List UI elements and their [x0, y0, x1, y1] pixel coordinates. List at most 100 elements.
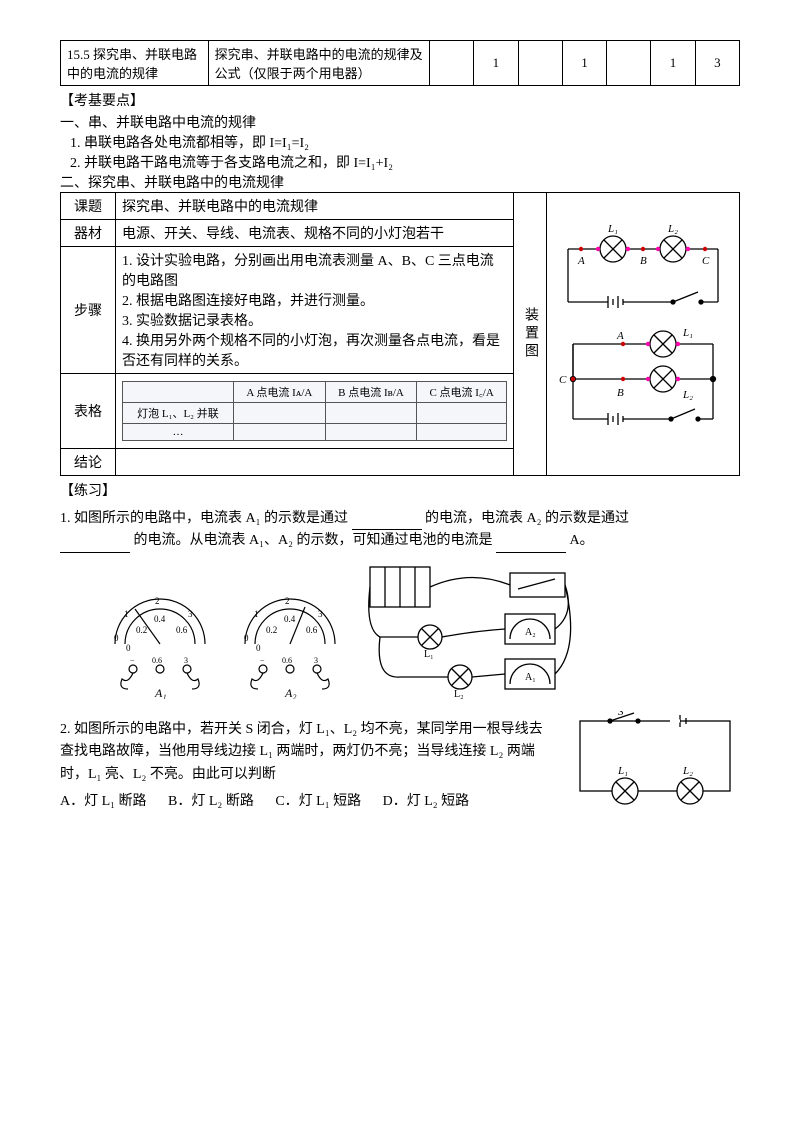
q1-text-c: 的电流。从电流表 A₁、A₂ 的示数，可知通过电池的电流是: [134, 533, 493, 548]
svg-text:L₁: L₁: [424, 649, 434, 660]
q1-circuit-icon: A₂ A₁ L₁ L₂: [360, 559, 590, 699]
svg-text:0: 0: [244, 633, 249, 643]
header-c4: 1: [562, 41, 606, 86]
svg-text:B: B: [617, 387, 624, 399]
row-conclusion-label: 结论: [61, 449, 116, 476]
inner-h0: [123, 382, 234, 403]
q1-blank1: [352, 516, 422, 530]
svg-text:S: S: [618, 711, 624, 718]
ammeter-a2-icon: 0123 00.20.40.6 −0.63 A₂: [230, 589, 350, 699]
header-table: 15.5 探究串、并联电路中的电流的规律 探究串、并联电路中的电流的规律及公式（…: [60, 40, 740, 86]
row-topic-label: 课题: [61, 193, 116, 220]
question2-wrap: 2. 如图所示的电路中，若开关 S 闭合，灯 L₁、L₂ 均不亮，某同学用一根导…: [60, 711, 740, 811]
svg-text:0: 0: [126, 643, 131, 653]
q2-options: A．灯 L₁ 断路 B．灯 L₂ 断路 C．灯 L₁ 短路 D．灯 L₂ 短路: [60, 790, 552, 810]
data-record-table: A 点电流 Iᴀ/A B 点电流 Iʙ/A C 点电流 I꜀/A 灯泡 L₁、L…: [122, 381, 507, 441]
q2-optD: D．灯 L₂ 短路: [383, 794, 470, 809]
header-c5: [607, 41, 651, 86]
ammeter-a1-icon: 0123 00.20.40.6 −0.63 A₁: [100, 589, 220, 699]
header-c1: [430, 41, 474, 86]
svg-text:C: C: [559, 374, 567, 386]
q1-blank2: [60, 539, 130, 553]
q1-text-b: 的电流，电流表 A₂ 的示数是通过: [425, 511, 629, 526]
svg-text:0.2: 0.2: [266, 625, 277, 635]
experiment-table: 课题 探究串、并联电路中的电流规律 装置图: [60, 192, 740, 476]
svg-text:0.2: 0.2: [136, 625, 147, 635]
step2: 2. 根据电路图连接好电路，并进行测量。: [122, 290, 507, 310]
rule1: 1. 串联电路各处电流都相等，即 I=I₁=I₂: [70, 132, 740, 152]
parallel-circuit-icon: L₁ L₂ A B C: [553, 324, 733, 444]
svg-text:−: −: [260, 656, 265, 665]
row-equip-label: 器材: [61, 220, 116, 247]
svg-text:3: 3: [188, 609, 193, 619]
q2-optB: B．灯 L₂ 断路: [168, 794, 254, 809]
a2-label: A₂: [284, 686, 297, 699]
svg-text:C: C: [702, 255, 710, 267]
q1-text-a: 1. 如图所示的电路中，电流表 A₁ 的示数是通过: [60, 511, 348, 526]
svg-text:0.6: 0.6: [152, 656, 162, 665]
svg-text:0.6: 0.6: [176, 625, 188, 635]
row-equip-content: 电源、开关、导线、电流表、规格不同的小灯泡若干: [116, 220, 514, 247]
row-conclusion-content: [116, 449, 514, 476]
svg-text:0: 0: [114, 633, 119, 643]
inner-h3: C 点电流 I꜀/A: [417, 382, 507, 403]
svg-text:A₂: A₂: [525, 627, 536, 638]
header-code: 15.5 探究串、并联电路中的电流的规律: [61, 41, 209, 86]
svg-text:A: A: [577, 255, 585, 267]
header-c2: 1: [474, 41, 518, 86]
svg-text:L₁: L₁: [607, 224, 618, 235]
svg-text:2: 2: [155, 596, 160, 606]
rule2: 2. 并联电路干路电流等于各支路电流之和，即 I=I₁+I₂: [70, 152, 740, 172]
svg-text:0.6: 0.6: [282, 656, 292, 665]
section1-title: 一、串、并联电路中电流的规律: [60, 112, 740, 132]
svg-text:A: A: [616, 330, 624, 342]
kaojiyaodian-label: 【考基要点】: [60, 90, 740, 110]
row-steps-label: 步骤: [61, 247, 116, 374]
section2-title: 二、探究串、并联电路中的电流规律: [60, 172, 740, 192]
svg-text:L₂: L₂: [682, 389, 693, 401]
header-c6: 1: [651, 41, 695, 86]
apparatus-vert-label: 装置图: [514, 193, 547, 476]
header-c7: 3: [695, 41, 739, 86]
header-desc: 探究串、并联电路中的电流的规律及公式（仅限于两个用电器）: [208, 41, 429, 86]
row-table-label: 表格: [61, 374, 116, 449]
inner-h1: A 点电流 Iᴀ/A: [233, 382, 325, 403]
lianxi-label: 【练习】: [60, 480, 740, 500]
q1-text-d: A。: [569, 533, 593, 548]
step1: 1. 设计实验电路，分别画出用电流表测量 A、B、C 三点电流的电路图: [122, 250, 507, 290]
svg-text:0: 0: [256, 643, 261, 653]
svg-text:L₂: L₂: [667, 224, 678, 235]
svg-text:1: 1: [124, 609, 129, 619]
row-steps-content: 1. 设计实验电路，分别画出用电流表测量 A、B、C 三点电流的电路图 2. 根…: [116, 247, 514, 374]
svg-text:L₁: L₁: [682, 327, 693, 339]
inner-h2: B 点电流 Iʙ/A: [325, 382, 416, 403]
svg-text:3: 3: [318, 609, 323, 619]
svg-text:L₂: L₂: [682, 765, 693, 777]
svg-text:3: 3: [314, 656, 318, 665]
svg-text:B: B: [640, 255, 647, 267]
inner-r1: 灯泡 L₁、L₂ 并联: [123, 403, 234, 424]
svg-text:L₂: L₂: [454, 689, 464, 699]
svg-text:0.4: 0.4: [284, 614, 296, 624]
svg-text:A₁: A₁: [525, 672, 536, 683]
q2-optA: A．灯 L₁ 断路: [60, 794, 147, 809]
a1-label: A₁: [154, 686, 167, 699]
circuit-diagrams-cell: L₁ L₂ A B C: [547, 193, 740, 476]
svg-text:0.6: 0.6: [306, 625, 318, 635]
svg-text:1: 1: [254, 609, 259, 619]
row-table-content: A 点电流 Iᴀ/A B 点电流 Iʙ/A C 点电流 I꜀/A 灯泡 L₁、L…: [116, 374, 514, 449]
step4: 4. 换用另外两个规格不同的小灯泡，再次测量各点电流，看是否还有同样的关系。: [122, 330, 507, 370]
svg-text:2: 2: [285, 596, 290, 606]
inner-r2: …: [123, 424, 234, 441]
q1-blank3: [496, 539, 566, 553]
svg-text:3: 3: [184, 656, 188, 665]
svg-text:L₁: L₁: [617, 765, 628, 777]
series-circuit-icon: L₁ L₂ A B C: [553, 224, 733, 324]
q1-figures: 0123 00.20.40.6 −0.63 A₁ 0123 00.20.40.6…: [100, 559, 740, 699]
q2-circuit-icon: S L₁ L₂: [570, 711, 740, 811]
q2-optC: C．灯 L₁ 短路: [275, 794, 361, 809]
step3: 3. 实验数据记录表格。: [122, 310, 507, 330]
question1: 1. 如图所示的电路中，电流表 A₁ 的示数是通过 的电流，电流表 A₂ 的示数…: [60, 508, 740, 553]
q2-text: 2. 如图所示的电路中，若开关 S 闭合，灯 L₁、L₂ 均不亮，某同学用一根导…: [60, 719, 552, 786]
header-c3: [518, 41, 562, 86]
